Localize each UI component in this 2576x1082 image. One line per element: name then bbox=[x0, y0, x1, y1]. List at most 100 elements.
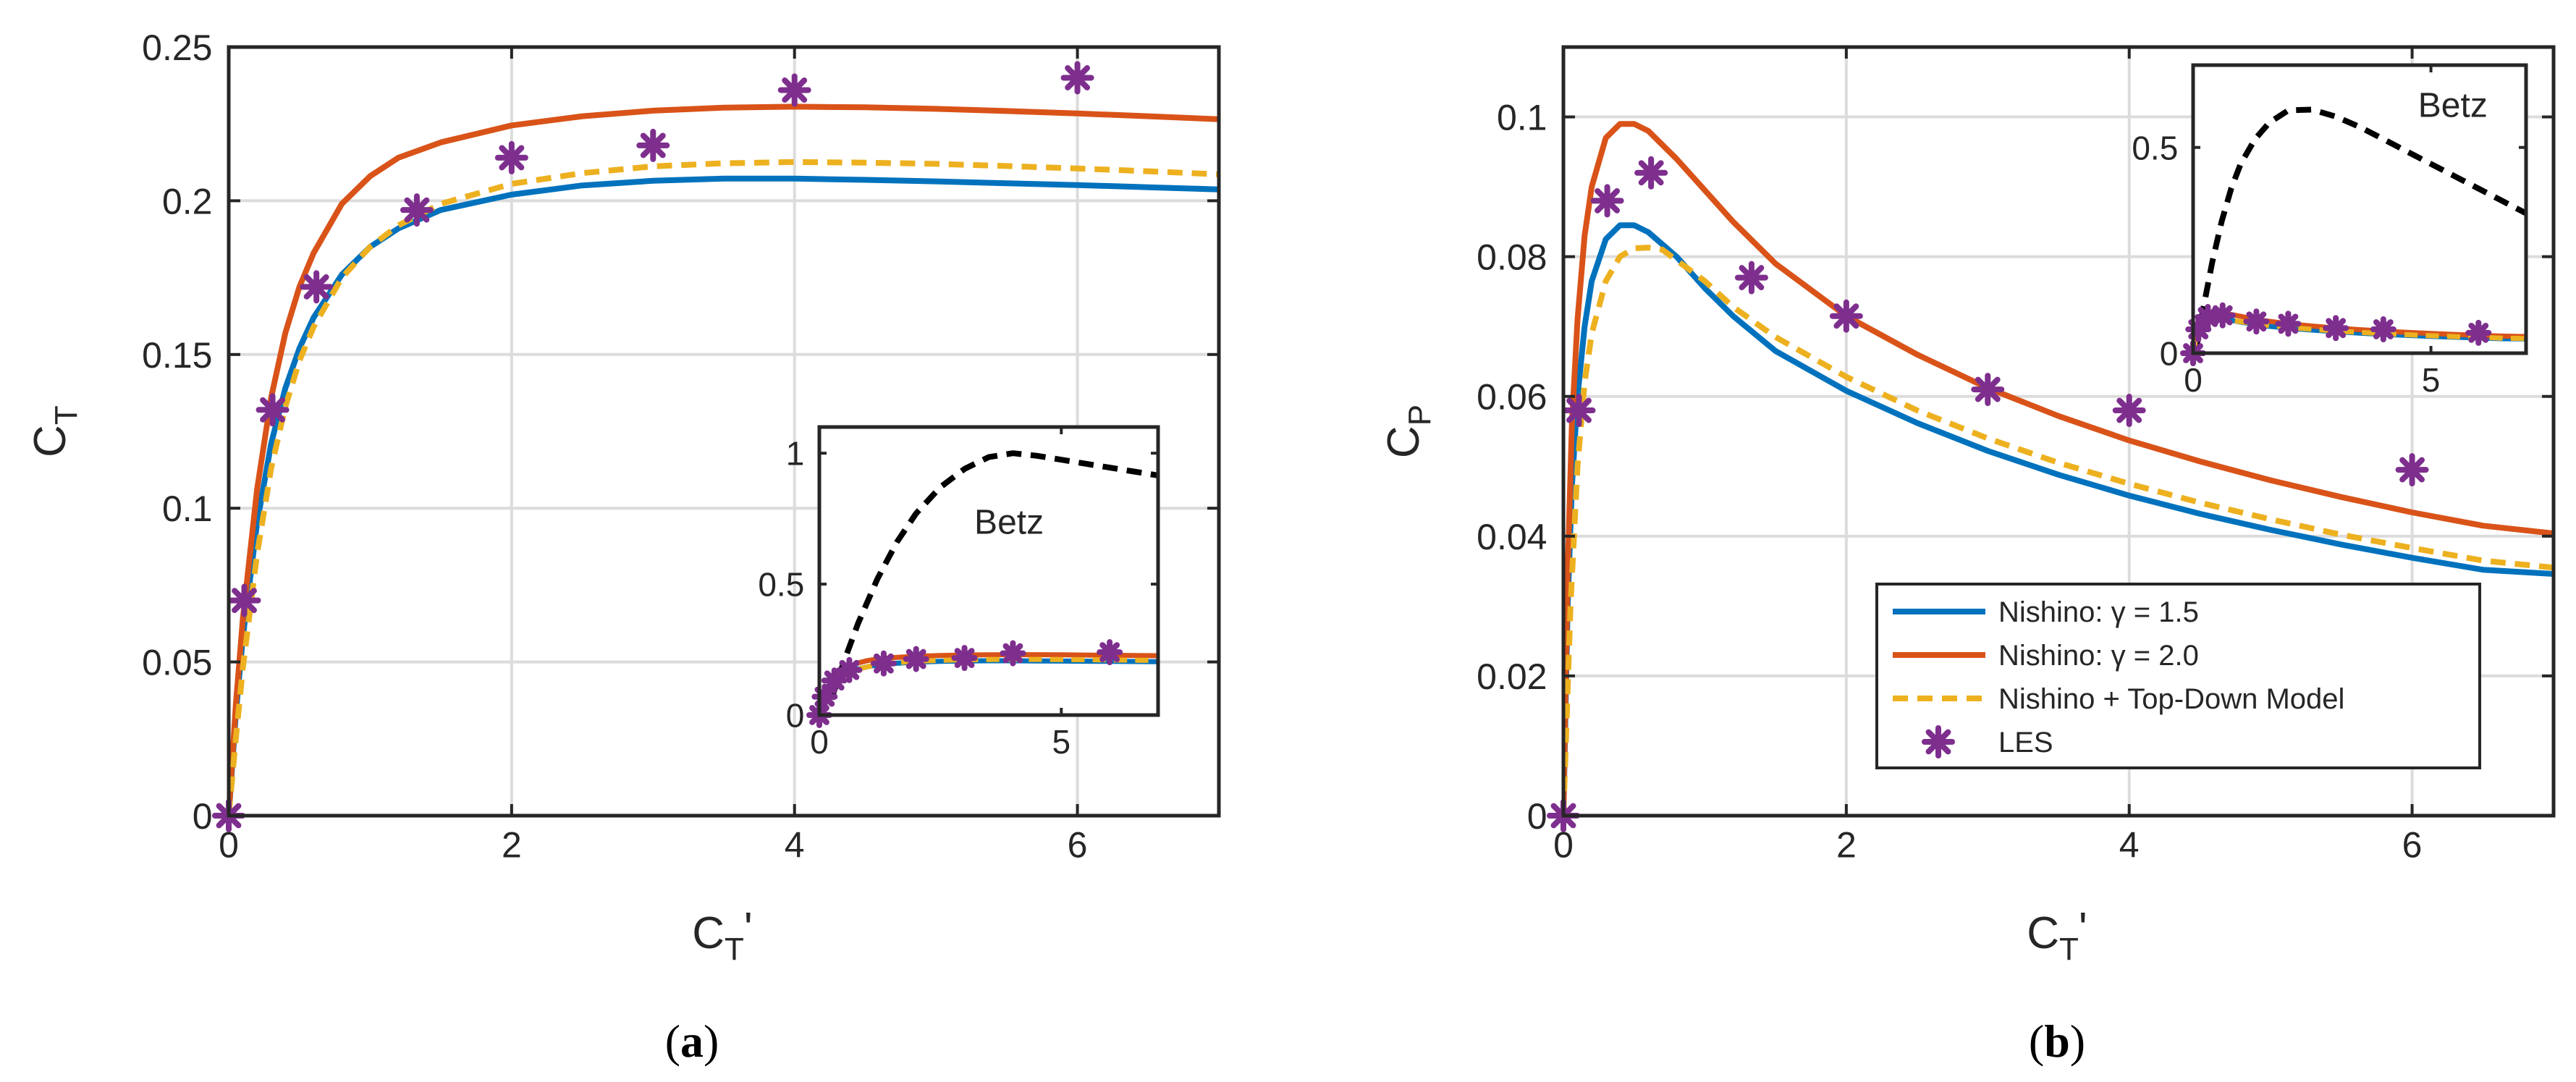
chart-a-inset-series-les bbox=[806, 639, 1123, 728]
chart-a-inset-annotation: Betz bbox=[974, 503, 1044, 541]
chart-a-inset-point-4-core bbox=[878, 658, 890, 669]
chart-a-point-6-core bbox=[645, 138, 661, 153]
chart-b-inset-ytick-label-1: 0.5 bbox=[2132, 129, 2178, 166]
chart-b-point-4 bbox=[1734, 261, 1768, 295]
chart-b-inset-point-6-core bbox=[2330, 322, 2341, 334]
chart-b-inset-point-8-core bbox=[2472, 327, 2484, 339]
chart-a-ytick-label-1: 0.05 bbox=[142, 643, 212, 683]
chart-a-ytick-label-5: 0.25 bbox=[142, 28, 212, 68]
chart-a-inset-plot-area bbox=[806, 450, 1158, 728]
chart-a-ytick-label-0: 0 bbox=[193, 796, 213, 837]
chart-a-inset-point-7-core bbox=[1007, 647, 1019, 659]
chart-a-inset-point-7 bbox=[1000, 640, 1026, 667]
chart-a-xlabel-sub: T bbox=[725, 931, 744, 967]
chart-a-point-7-core bbox=[787, 83, 803, 98]
chart-a-ylabel: CT bbox=[25, 405, 84, 457]
chart-b-frame bbox=[1561, 45, 2556, 818]
chart-b-legend-box bbox=[1875, 583, 2481, 769]
chart-a-ylabel-sub: T bbox=[48, 405, 84, 425]
chart-b-point-2-core bbox=[1600, 193, 1616, 208]
chart-b-xlabel-sub: T bbox=[2059, 931, 2079, 967]
chart-b-ytick-label-2: 0.04 bbox=[1477, 517, 1547, 557]
chart-b-inset-point-5 bbox=[2275, 310, 2302, 337]
chart-a-frame bbox=[227, 45, 1221, 818]
chart-b-inset-point-5-core bbox=[2282, 318, 2294, 330]
chart-b-legend-label-1: Nishino: γ = 2.0 bbox=[1998, 640, 2199, 672]
chart-a-inset-point-3 bbox=[836, 656, 863, 683]
chart-a-point-5 bbox=[494, 140, 528, 174]
chart-b-legend: Nishino: γ = 1.5 Nishino: γ = 2.0 Nishino … bbox=[1875, 583, 2481, 769]
chart-a-ylabel-main: C bbox=[25, 425, 75, 457]
chart-b-inset-xtick-label-1: 5 bbox=[2422, 361, 2441, 399]
chart-b-legend-label-3: LES bbox=[1998, 727, 2053, 758]
chart-b-point-1 bbox=[1562, 394, 1596, 428]
chart-b-legend-item-2: Nishino + Top-Down Model bbox=[1893, 683, 2344, 715]
chart-a-inset-point-2 bbox=[821, 667, 848, 694]
chart-a-inset-point-6 bbox=[951, 645, 978, 672]
chart-b-point-5 bbox=[1829, 299, 1863, 333]
chart-b-inset-point-7 bbox=[2370, 316, 2396, 343]
chart-a-inset-point-3-core bbox=[843, 664, 856, 676]
chart-a-inset-point-8-core bbox=[1104, 646, 1115, 658]
chart-b-point-8 bbox=[2395, 453, 2429, 487]
chart-b-inset-point-7-core bbox=[2378, 324, 2389, 335]
chart-b-xtick-label-0: 0 bbox=[1553, 825, 1574, 866]
chart-a-caption-open: ( bbox=[665, 1015, 680, 1067]
chart-b-legend-item-3: LES bbox=[1922, 725, 2053, 758]
chart-b-point-7-core bbox=[2121, 402, 2137, 418]
chart-b-point-6 bbox=[1971, 373, 2005, 407]
chart-b-ylabel-main: C bbox=[1379, 426, 1429, 458]
chart-a-inset-point-5 bbox=[903, 646, 929, 672]
chart-b-ytick-label-1: 0.02 bbox=[1477, 656, 1547, 697]
chart-b-inset-point-3-core bbox=[2217, 309, 2229, 321]
chart-b-xlabel-prime: ' bbox=[2079, 904, 2087, 954]
chart-b-ytick-label-5: 0.1 bbox=[1497, 98, 1547, 138]
chart-b-point-4-core bbox=[1744, 270, 1760, 286]
chart-a-point-6 bbox=[636, 128, 670, 162]
chart-a-point-3 bbox=[300, 270, 334, 304]
chart-b-legend-label-0: Nishino: γ = 1.5 bbox=[1998, 596, 2199, 628]
chart-a-caption: (a) bbox=[665, 1015, 719, 1067]
chart-a-inset-point-6-core bbox=[958, 652, 971, 664]
chart-b-legend-item-1: Nishino: γ = 2.0 bbox=[1893, 640, 2199, 672]
chart-a-series-nishino-2-0 bbox=[229, 103, 1219, 816]
chart-a-series-nishino-top-down-model bbox=[229, 159, 1219, 816]
chart-a-point-7 bbox=[777, 73, 811, 107]
chart-b-legend-marker-3-core bbox=[1930, 734, 1946, 750]
chart-b-point-2 bbox=[1590, 184, 1624, 218]
chart-b-caption-close: ) bbox=[2070, 1015, 2085, 1067]
chart-b: 0 2 4 600.020.040.060.080.1CPCT'(b)Nishino:… bbox=[1379, 45, 2556, 1067]
chart-b-xtick-label-1: 2 bbox=[1836, 825, 1857, 866]
chart-a-ytick-label-3: 0.15 bbox=[142, 335, 212, 376]
chart-a-xlabel: CT' bbox=[692, 904, 753, 967]
chart-a-point-5-core bbox=[504, 150, 520, 166]
chart-b-point-7 bbox=[2112, 394, 2146, 428]
chart-a-inset-ytick-label-2: 1 bbox=[786, 435, 805, 473]
chart-b-legend-item-0: Nishino: γ = 1.5 bbox=[1893, 596, 2199, 628]
chart-b-point-5-core bbox=[1838, 308, 1854, 324]
chart-a-point-8 bbox=[1060, 61, 1094, 95]
chart-b-xtick-label-2: 4 bbox=[2119, 825, 2140, 866]
chart-b-caption: (b) bbox=[2029, 1015, 2085, 1067]
chart-b-ylabel: CP bbox=[1379, 405, 1437, 458]
chart-b-xlabel: CT' bbox=[2027, 904, 2087, 967]
chart-a-caption-close: ) bbox=[704, 1015, 719, 1067]
chart-b-inset-frame bbox=[2191, 63, 2528, 355]
chart-b-ytick-label-3: 0.06 bbox=[1477, 377, 1547, 418]
chart-b-series-nishino-2-0 bbox=[1563, 121, 2554, 816]
chart-b-ylabel-sub: P bbox=[1402, 405, 1437, 426]
chart-a-inset-frame bbox=[817, 425, 1160, 717]
chart-b-inset: 0 5 0 0.5 Betz bbox=[2132, 63, 2528, 399]
chart-a-inset-point-4 bbox=[870, 650, 897, 677]
chart-a-xtick-label-2: 4 bbox=[785, 825, 805, 866]
chart-b-plot-area bbox=[1547, 121, 2554, 832]
chart-b-inset-point-4 bbox=[2243, 308, 2270, 335]
chart-a-ytick-label-2: 0.1 bbox=[162, 489, 213, 529]
chart-a-inset-point-1-core bbox=[819, 690, 831, 703]
chart-b-legend-marker-3 bbox=[1922, 725, 1955, 758]
chart-a-inset-xtick-label-0: 0 bbox=[810, 723, 829, 761]
chart-b-point-3 bbox=[1634, 156, 1668, 190]
chart-b-xlabel-main: C bbox=[2027, 908, 2059, 958]
